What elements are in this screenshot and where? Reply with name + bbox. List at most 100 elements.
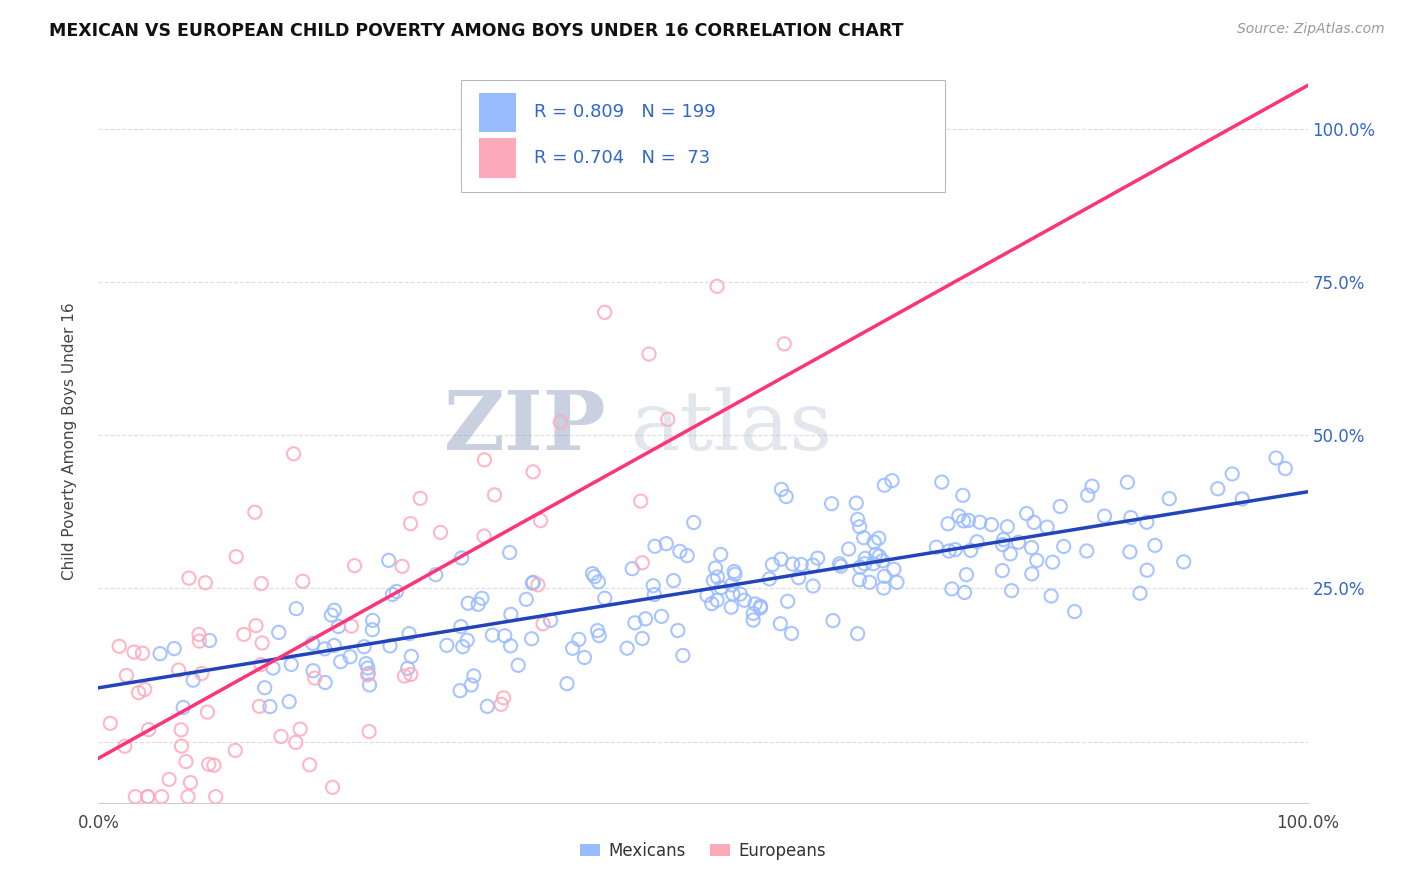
Point bbox=[744, 597, 766, 611]
Point bbox=[429, 525, 451, 540]
Point bbox=[250, 657, 273, 672]
Point bbox=[696, 588, 718, 602]
Point bbox=[283, 447, 305, 461]
Point bbox=[953, 585, 976, 599]
Point bbox=[706, 279, 728, 293]
Point bbox=[586, 624, 609, 638]
Point bbox=[463, 669, 485, 683]
Point bbox=[1119, 510, 1142, 524]
Point bbox=[197, 757, 219, 772]
Point bbox=[356, 668, 378, 682]
Point bbox=[250, 636, 273, 650]
Point bbox=[952, 514, 974, 528]
Point bbox=[385, 584, 408, 599]
Point bbox=[1021, 541, 1043, 555]
FancyBboxPatch shape bbox=[479, 138, 516, 178]
Point bbox=[588, 574, 610, 589]
Point bbox=[378, 639, 401, 653]
Point bbox=[163, 641, 186, 656]
Point bbox=[883, 562, 905, 576]
Point bbox=[399, 667, 422, 681]
Point bbox=[270, 730, 292, 744]
Point bbox=[948, 508, 970, 523]
Point bbox=[359, 724, 381, 739]
Point bbox=[1000, 583, 1022, 598]
Point bbox=[993, 533, 1015, 547]
Point bbox=[657, 412, 679, 426]
Point bbox=[669, 544, 692, 558]
Point bbox=[1000, 547, 1022, 561]
Point bbox=[662, 574, 685, 588]
Point bbox=[733, 593, 755, 607]
Point bbox=[522, 575, 544, 590]
Point bbox=[848, 573, 870, 587]
Point bbox=[108, 640, 131, 654]
Point bbox=[177, 789, 200, 804]
Text: R = 0.809   N = 199: R = 0.809 N = 199 bbox=[534, 103, 716, 121]
Point bbox=[1136, 515, 1159, 529]
Point bbox=[959, 543, 981, 558]
Point bbox=[1129, 586, 1152, 600]
Point bbox=[177, 571, 200, 585]
Point bbox=[568, 632, 591, 647]
Point bbox=[1116, 475, 1139, 490]
Point bbox=[1053, 540, 1076, 554]
Point bbox=[710, 581, 733, 595]
Point bbox=[941, 582, 963, 596]
Point bbox=[138, 723, 160, 737]
Point bbox=[361, 623, 384, 637]
Text: atlas: atlas bbox=[630, 387, 832, 467]
Point bbox=[398, 626, 420, 640]
Point bbox=[862, 557, 884, 571]
Point bbox=[749, 599, 772, 614]
Text: MEXICAN VS EUROPEAN CHILD POVERTY AMONG BOYS UNDER 16 CORRELATION CHART: MEXICAN VS EUROPEAN CHILD POVERTY AMONG … bbox=[49, 22, 904, 40]
Point bbox=[377, 553, 399, 567]
Point bbox=[128, 686, 150, 700]
Point bbox=[353, 640, 375, 654]
Point bbox=[1173, 555, 1195, 569]
Point bbox=[136, 789, 159, 804]
Point bbox=[467, 597, 489, 611]
Point bbox=[174, 755, 197, 769]
Point bbox=[704, 561, 727, 575]
Point bbox=[634, 612, 657, 626]
Point bbox=[451, 640, 474, 654]
Point bbox=[456, 633, 478, 648]
Point bbox=[872, 581, 894, 595]
Point bbox=[527, 578, 550, 592]
FancyBboxPatch shape bbox=[461, 80, 945, 193]
Point bbox=[931, 475, 953, 489]
Point bbox=[631, 632, 654, 646]
Point bbox=[359, 678, 381, 692]
Point bbox=[508, 658, 530, 673]
Point bbox=[638, 347, 661, 361]
Point bbox=[1049, 500, 1071, 514]
Point bbox=[522, 465, 544, 479]
Point bbox=[925, 540, 948, 554]
Point bbox=[849, 560, 872, 574]
Point bbox=[391, 559, 413, 574]
Point bbox=[530, 514, 553, 528]
Point bbox=[730, 587, 752, 601]
Point bbox=[758, 572, 780, 586]
Point bbox=[267, 625, 290, 640]
Point bbox=[290, 722, 312, 736]
Point bbox=[700, 597, 723, 611]
Y-axis label: Child Poverty Among Boys Under 16: Child Poverty Among Boys Under 16 bbox=[62, 302, 77, 581]
Point bbox=[769, 616, 792, 631]
Point bbox=[489, 698, 512, 712]
Point bbox=[304, 671, 326, 685]
Point bbox=[776, 594, 799, 608]
Point bbox=[853, 551, 876, 566]
Point bbox=[136, 789, 159, 804]
Point bbox=[357, 666, 380, 681]
Point bbox=[291, 574, 314, 589]
Point bbox=[425, 567, 447, 582]
Point bbox=[980, 517, 1002, 532]
Point bbox=[472, 529, 495, 543]
Point bbox=[284, 735, 307, 749]
Point bbox=[952, 488, 974, 502]
Point bbox=[394, 669, 416, 683]
Point bbox=[828, 557, 851, 571]
Point bbox=[314, 675, 336, 690]
